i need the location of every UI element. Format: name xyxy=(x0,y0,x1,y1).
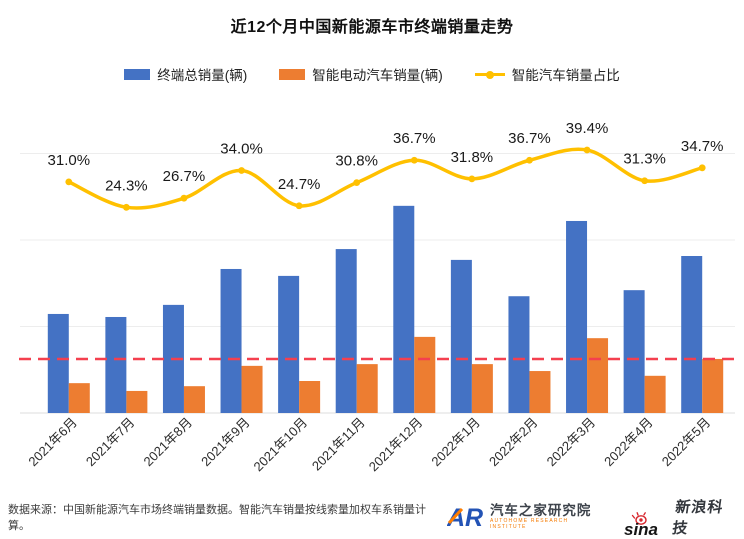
x-label-9: 2022年3月 xyxy=(544,415,599,470)
percent-label-0: 31.0% xyxy=(48,152,91,169)
bar-total-9 xyxy=(566,220,588,413)
percent-point-9 xyxy=(583,146,591,154)
x-label-11: 2022年5月 xyxy=(659,415,714,470)
percent-label-11: 34.7% xyxy=(681,138,724,155)
autohome-logo: AR 汽车之家研究院 AUTOHOME RESEARCH INSTITUTE xyxy=(447,502,607,531)
legend-line-dot-marker xyxy=(474,68,505,80)
percent-label-10: 31.3% xyxy=(623,151,666,168)
legend-label: 智能电动汽车销量(辆) xyxy=(312,68,443,83)
bar-total-8 xyxy=(508,296,530,413)
legend-label: 智能汽车销量占比 xyxy=(511,68,620,83)
legend-swatch-blue xyxy=(124,68,151,80)
x-label-2: 2021年8月 xyxy=(141,415,196,470)
percent-label-7: 31.8% xyxy=(451,149,494,166)
percent-label-1: 24.3% xyxy=(105,177,148,194)
bar-total-1 xyxy=(105,316,127,413)
autohome-subtitle: AUTOHOME RESEARCH INSTITUTE xyxy=(489,518,569,530)
bar-total-5 xyxy=(335,249,357,413)
bar-total-3 xyxy=(220,268,242,413)
x-label-1: 2021年7月 xyxy=(83,415,138,470)
percent-point-3 xyxy=(238,167,245,174)
bar-smart-ev-6 xyxy=(414,336,436,413)
x-label-4: 2021年10月 xyxy=(251,415,311,475)
percent-point-5 xyxy=(353,179,361,187)
percent-point-6 xyxy=(410,156,418,164)
autohome-logo-text: 汽车之家研究院 AUTOHOME RESEARCH INSTITUTE xyxy=(489,502,607,531)
bar-total-4 xyxy=(278,275,300,413)
sina-eye-icon: sina xyxy=(624,512,658,538)
percent-label-3: 34.0% xyxy=(220,140,263,157)
bar-smart-ev-0 xyxy=(68,383,90,413)
chart-legend: 终端总销量(辆) 智能电动汽车销量(辆) 智能汽车销量占比 xyxy=(0,64,744,84)
svg-text:AR: AR xyxy=(447,504,483,530)
svg-text:sina: sina xyxy=(624,520,658,538)
x-label-3: 2021年9月 xyxy=(198,415,253,470)
legend-item-total-sales: 终端总销量(辆) xyxy=(124,64,247,84)
bar-smart-ev-11 xyxy=(702,358,724,413)
footer: 数据来源：中国新能源汽车市场终端销量数据。智能汽车销量按线索量加权车系销量计算。… xyxy=(8,496,738,538)
legend-item-smart-share: 智能汽车销量占比 xyxy=(474,64,620,84)
percent-line xyxy=(67,147,704,210)
percent-point-7 xyxy=(468,175,476,183)
bar-total-0 xyxy=(47,313,69,413)
sina-tech-name: 新浪科技 xyxy=(671,499,725,537)
bar-smart-ev-2 xyxy=(183,386,205,413)
bar-smart-ev-9 xyxy=(587,338,609,413)
percent-point-2 xyxy=(180,194,188,202)
bar-total-7 xyxy=(450,259,472,413)
legend-swatch-orange xyxy=(279,68,306,80)
x-label-7: 2022年1月 xyxy=(428,415,483,470)
sina-logo: sina 新浪科技 xyxy=(623,496,738,538)
x-label-5: 2021年11月 xyxy=(309,415,368,474)
percent-point-0 xyxy=(65,178,73,186)
bar-smart-ev-7 xyxy=(471,364,493,413)
bar-smart-ev-4 xyxy=(299,380,321,413)
footer-logos: AR 汽车之家研究院 AUTOHOME RESEARCH INSTITUTE xyxy=(447,496,738,538)
autohome-name: 汽车之家研究院 xyxy=(489,502,592,518)
bar-total-11 xyxy=(681,256,703,413)
percent-point-8 xyxy=(526,156,533,164)
x-label-0: 2021年6月 xyxy=(25,415,80,470)
bar-smart-ev-1 xyxy=(126,390,148,413)
autohome-ar-icon: AR xyxy=(447,504,483,530)
percent-label-8: 36.7% xyxy=(508,130,551,147)
percent-label-2: 26.7% xyxy=(163,168,206,185)
legend-item-smart-ev-sales: 智能电动汽车销量(辆) xyxy=(279,64,443,84)
x-label-10: 2022年4月 xyxy=(601,415,656,470)
percent-point-1 xyxy=(122,203,130,211)
percent-label-6: 36.7% xyxy=(393,130,436,147)
bar-smart-ev-10 xyxy=(644,375,666,413)
percent-point-4 xyxy=(295,202,303,210)
source-note: 数据来源：中国新能源汽车市场终端销量数据。智能汽车销量按线索量加权车系销量计算。 xyxy=(8,504,426,532)
page-title: 近12个月中国新能源车市终端销量走势 xyxy=(230,19,514,36)
percent-label-4: 24.7% xyxy=(278,176,321,193)
bar-total-6 xyxy=(393,205,415,413)
percent-point-10 xyxy=(641,177,649,185)
bar-smart-ev-5 xyxy=(356,364,378,413)
x-label-6: 2021年12月 xyxy=(366,415,426,475)
x-label-8: 2022年2月 xyxy=(486,415,541,470)
bar-smart-ev-8 xyxy=(529,371,551,413)
bar-total-10 xyxy=(623,290,645,413)
percent-label-5: 30.8% xyxy=(335,153,378,170)
legend-label: 终端总销量(辆) xyxy=(157,68,248,83)
percent-point-11 xyxy=(698,164,706,172)
bar-smart-ev-3 xyxy=(241,365,263,413)
percent-label-9: 39.4% xyxy=(566,120,609,137)
